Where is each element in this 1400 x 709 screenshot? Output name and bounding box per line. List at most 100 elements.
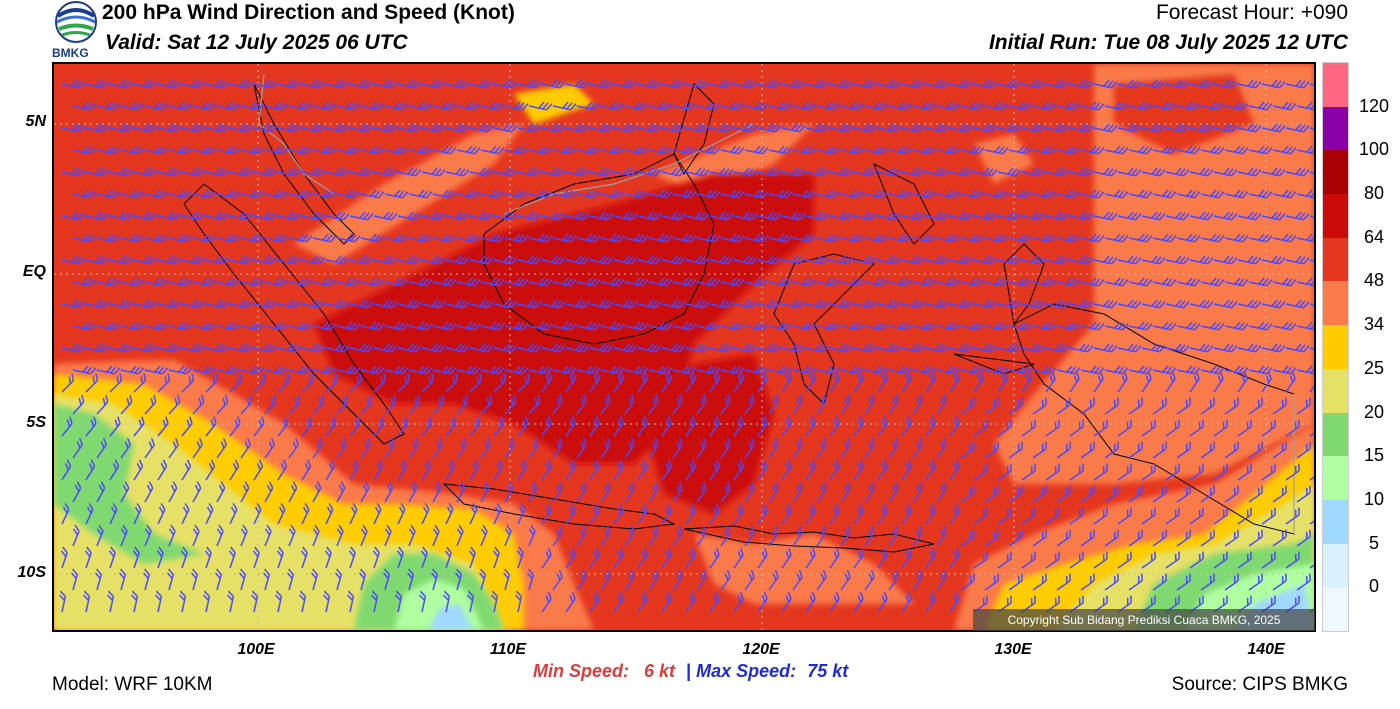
wind-barb bbox=[1080, 145, 1105, 155]
wind-barb bbox=[142, 568, 151, 591]
wind-barb bbox=[624, 277, 649, 287]
wind-barb bbox=[144, 321, 169, 331]
wind-barb bbox=[949, 79, 974, 89]
colorbar-label: 15 bbox=[1363, 445, 1385, 466]
wind-barb bbox=[168, 101, 193, 111]
wind-barb bbox=[733, 79, 758, 89]
wind-barb bbox=[181, 211, 206, 221]
wind-barb bbox=[336, 437, 347, 459]
wind-barb bbox=[661, 343, 686, 353]
wind-barb bbox=[133, 211, 158, 221]
wind-barb bbox=[552, 481, 563, 503]
wind-barb bbox=[552, 145, 577, 155]
wind-barb bbox=[768, 189, 793, 199]
wind-barb bbox=[1285, 255, 1310, 265]
wind-barb bbox=[997, 255, 1022, 265]
wind-barb bbox=[1045, 123, 1070, 133]
wind-barb bbox=[733, 547, 744, 569]
wind-barb bbox=[1141, 123, 1166, 133]
wind-barb bbox=[672, 277, 697, 287]
wind-barb bbox=[685, 123, 710, 133]
wind-barb bbox=[648, 437, 659, 459]
wind-barb bbox=[516, 546, 524, 569]
colorbar-segment bbox=[1323, 150, 1348, 195]
wind-barb bbox=[853, 167, 878, 177]
wind-barb bbox=[229, 167, 254, 177]
wind-barb bbox=[325, 373, 339, 393]
wind-barb bbox=[469, 167, 494, 177]
wind-barb bbox=[589, 211, 614, 221]
wind-barb bbox=[493, 299, 518, 309]
wind-barb bbox=[984, 321, 1009, 331]
wind-barb bbox=[744, 481, 755, 503]
wind-barb bbox=[600, 277, 625, 287]
wind-barb bbox=[648, 321, 673, 331]
wind-barb bbox=[1248, 101, 1273, 111]
wind-barb bbox=[72, 189, 97, 199]
wind-barb bbox=[1104, 397, 1119, 415]
wind-barb bbox=[1045, 551, 1060, 569]
wind-barb bbox=[480, 233, 505, 243]
wind-barb bbox=[744, 233, 769, 243]
wind-barb bbox=[792, 437, 803, 459]
wind-barb bbox=[384, 394, 397, 415]
wind-barb bbox=[768, 393, 779, 415]
wind-barb bbox=[96, 524, 104, 547]
wind-barb bbox=[1165, 551, 1180, 569]
wind-barb bbox=[216, 277, 241, 287]
wind-barb bbox=[96, 277, 121, 287]
wind-barb bbox=[1309, 419, 1314, 437]
wind-barb bbox=[96, 365, 121, 375]
wind-barb bbox=[133, 502, 142, 525]
wind-barb bbox=[229, 416, 241, 437]
wind-barb bbox=[72, 277, 97, 287]
wind-barb bbox=[420, 546, 428, 569]
wind-barb bbox=[997, 79, 1022, 89]
wind-barb bbox=[709, 503, 720, 525]
wind-barb bbox=[72, 394, 85, 415]
wind-barb bbox=[685, 591, 696, 613]
wind-barb bbox=[864, 321, 889, 331]
wind-barb bbox=[478, 568, 487, 591]
wind-barb bbox=[696, 321, 721, 331]
wind-barb bbox=[912, 525, 923, 547]
wind-barb bbox=[637, 123, 662, 133]
wind-barb bbox=[672, 393, 683, 415]
wind-barb bbox=[205, 502, 214, 525]
wind-barb bbox=[1296, 189, 1314, 199]
wind-barb bbox=[325, 299, 350, 309]
wind-barb bbox=[1069, 299, 1094, 309]
wind-barb bbox=[936, 525, 947, 547]
wind-barb bbox=[912, 101, 937, 111]
wind-barb bbox=[637, 415, 648, 437]
wind-barb bbox=[517, 299, 542, 309]
wind-barb bbox=[552, 101, 577, 111]
wind-barb bbox=[253, 373, 267, 393]
wind-barb bbox=[480, 321, 505, 331]
wind-barb bbox=[720, 233, 745, 243]
wind-barb bbox=[637, 591, 648, 613]
wind-barb bbox=[1141, 79, 1166, 89]
wind-barb bbox=[696, 233, 721, 243]
wind-barb bbox=[816, 145, 841, 155]
wind-barb bbox=[661, 459, 672, 481]
wind-barb bbox=[781, 415, 792, 437]
wind-barb bbox=[816, 481, 827, 503]
wind-barb bbox=[1021, 507, 1036, 525]
wind-barb bbox=[552, 189, 577, 199]
wind-barb bbox=[373, 502, 382, 525]
wind-barb bbox=[1141, 255, 1166, 265]
wind-barb bbox=[1069, 343, 1094, 353]
wind-barb bbox=[240, 101, 265, 111]
wind-barb bbox=[589, 459, 600, 481]
wind-barb bbox=[205, 343, 230, 353]
wind-barb bbox=[661, 415, 672, 437]
wind-barb bbox=[733, 415, 744, 437]
wind-barb bbox=[408, 145, 433, 155]
wind-barb bbox=[229, 79, 254, 89]
wind-barb bbox=[373, 416, 385, 437]
wind-barb bbox=[541, 591, 552, 613]
wind-barb bbox=[552, 277, 577, 287]
wind-barb bbox=[228, 546, 236, 569]
wind-barb bbox=[229, 502, 238, 525]
